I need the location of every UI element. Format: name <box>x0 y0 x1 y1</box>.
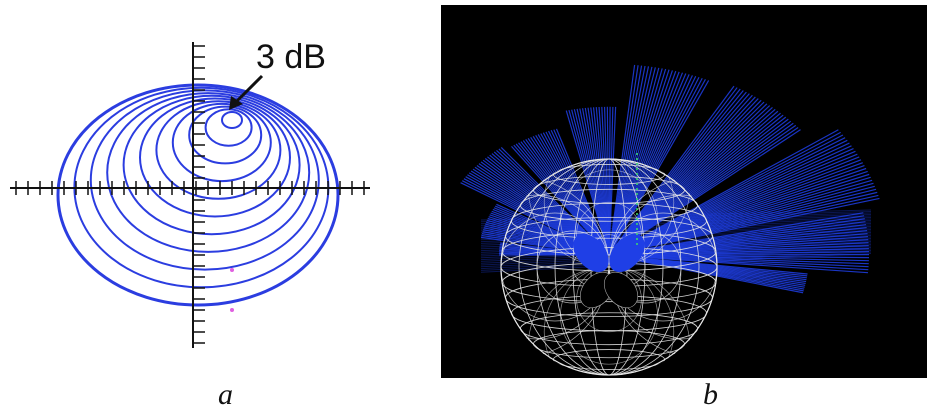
contour-line <box>204 108 253 147</box>
contour-line <box>155 100 282 200</box>
contour-line <box>106 92 311 253</box>
contour-line <box>122 94 301 236</box>
marker-dot <box>230 308 234 312</box>
caption-b: b <box>703 378 718 411</box>
contour-plot <box>10 42 370 348</box>
contour-line <box>171 102 272 183</box>
contour-line <box>188 105 263 165</box>
contour-line <box>139 97 291 218</box>
caption-a: a <box>218 378 233 411</box>
marker-dot <box>230 268 234 272</box>
panel-b-3d-pattern <box>441 5 927 378</box>
panel-a-contour-plot: 3 dB <box>0 0 430 370</box>
arrow-icon <box>229 74 264 110</box>
radiation-pattern-3d <box>460 64 880 376</box>
annotation-3db: 3 dB <box>256 38 326 76</box>
beam-fans <box>460 64 880 294</box>
central-lobes <box>573 233 645 309</box>
plot-axes <box>10 42 370 348</box>
contour-line <box>221 111 243 129</box>
contour-line <box>56 83 340 307</box>
